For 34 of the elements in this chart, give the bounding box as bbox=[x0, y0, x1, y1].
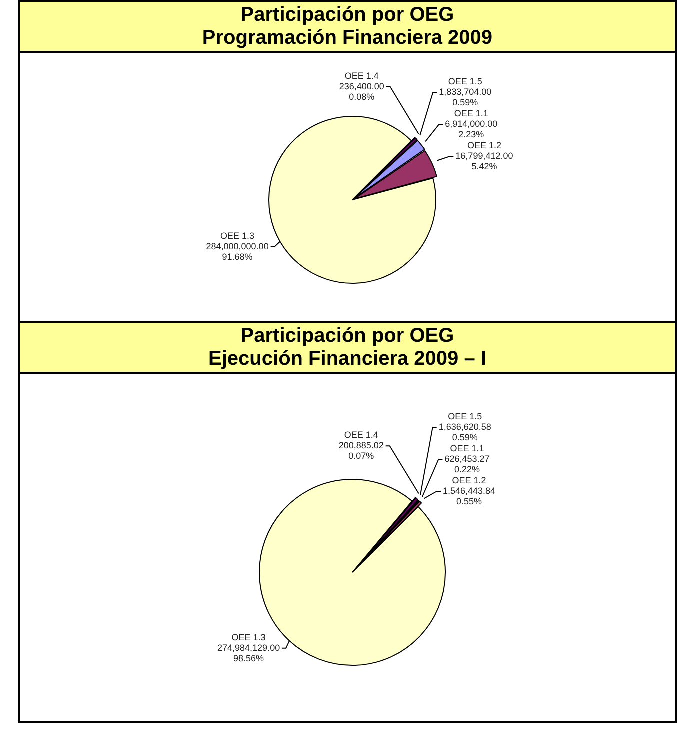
chart-title: Participación por OEG bbox=[240, 4, 456, 27]
data-label: 16,799,412.00 bbox=[456, 151, 514, 162]
slice-label: OEE 1.4 bbox=[344, 70, 379, 81]
data-label: 274,984,129.00 bbox=[218, 642, 280, 653]
text: 0.08% bbox=[349, 92, 375, 102]
text: 0.07% bbox=[348, 451, 374, 462]
text: 0.22% bbox=[454, 464, 480, 474]
slice-label: OEE 1.5 bbox=[448, 76, 482, 87]
slice-label: OEE 1.3 bbox=[232, 632, 266, 642]
text: 2.23% bbox=[458, 130, 484, 140]
slice-label: OEE 1.2 bbox=[452, 475, 486, 486]
data-label: 200,885.02 bbox=[338, 440, 384, 451]
slice-label: OEE 1.1 bbox=[454, 108, 488, 119]
text: 0.59% bbox=[452, 98, 478, 108]
chart-subtitle: Ejecución Financiera 2009 – I bbox=[208, 348, 488, 371]
slice-label: OEE 1.3 bbox=[220, 230, 255, 241]
text: 0.59% bbox=[452, 432, 478, 442]
slice-label: OEE 1.2 bbox=[467, 140, 502, 151]
text: 5.42% bbox=[472, 162, 498, 172]
data-label: 1,546,443.84 bbox=[442, 486, 496, 496]
text: 91.68% bbox=[222, 252, 253, 262]
data-label: 284,000,000.00 bbox=[206, 241, 269, 252]
chart-subtitle: Programación Financiera 2009 bbox=[201, 27, 494, 50]
data-label: 1,833,704.00 bbox=[439, 87, 492, 98]
slice-label: OEE 1.1 bbox=[450, 443, 484, 454]
data-label: 6,914,000.00 bbox=[445, 119, 498, 130]
slice-label: OEE 1.5 bbox=[448, 411, 482, 422]
text: 98.56% bbox=[234, 653, 264, 664]
data-label: 626,453.27 bbox=[444, 454, 490, 464]
slice-label: OEE 1.4 bbox=[344, 430, 378, 440]
text: 0.55% bbox=[456, 496, 482, 506]
chart-title: Participación por OEG bbox=[240, 325, 456, 348]
data-label: 1,636,620.58 bbox=[438, 422, 492, 432]
data-label: 236,400.00 bbox=[339, 81, 384, 92]
